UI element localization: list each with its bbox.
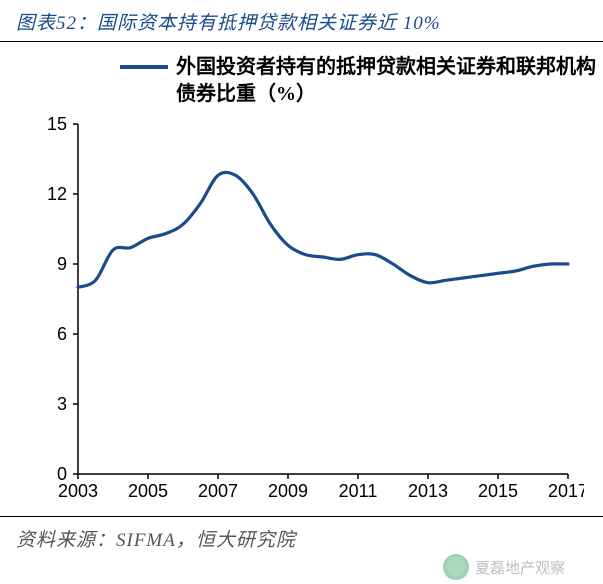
svg-text:6: 6 [57,324,67,344]
footer: 资料来源：SIFMA，恒大研究院 [0,516,603,552]
source-text: 资料来源：SIFMA，恒大研究院 [16,525,587,552]
svg-text:2017: 2017 [548,481,584,501]
svg-text:15: 15 [47,114,67,134]
svg-text:2003: 2003 [58,481,98,501]
svg-text:2009: 2009 [268,481,308,501]
svg-text:2005: 2005 [128,481,168,501]
svg-text:2007: 2007 [198,481,238,501]
svg-text:2011: 2011 [339,481,378,501]
watermark-text: 夏磊地产观察 [475,557,565,578]
title-bar: 图表52：国际资本持有抵押贷款相关证券近 10% [0,0,603,42]
chart-title: 图表52：国际资本持有抵押贷款相关证券近 10% [16,8,587,35]
watermark-icon [443,554,469,580]
svg-text:9: 9 [57,254,67,274]
chart-area: 0369121520032005200720092011201320152017 [24,46,584,514]
svg-text:12: 12 [47,184,67,204]
svg-text:3: 3 [57,394,67,414]
line-chart: 0369121520032005200720092011201320152017 [24,46,584,514]
svg-text:2013: 2013 [408,481,448,501]
svg-text:2015: 2015 [478,481,518,501]
watermark: 夏磊地产观察 [443,554,565,580]
